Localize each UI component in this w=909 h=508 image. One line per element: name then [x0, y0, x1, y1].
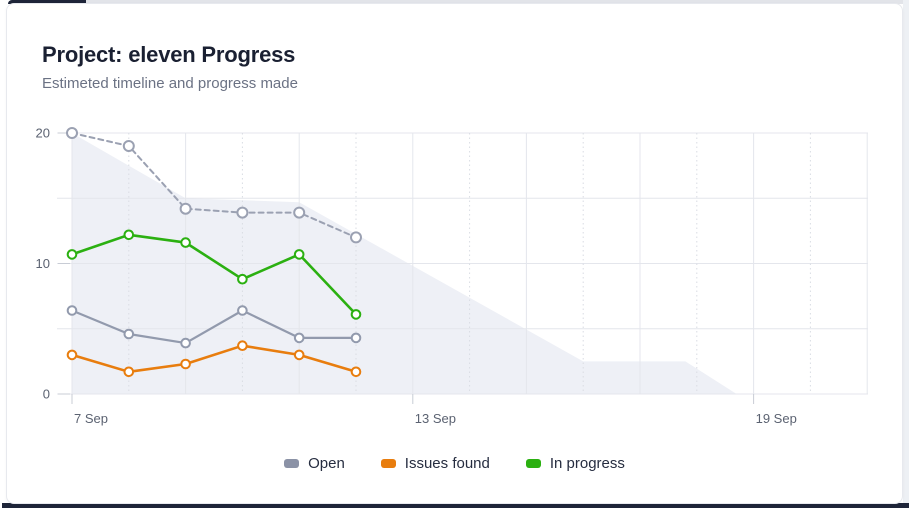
data-point-issues-found-0[interactable] — [66, 349, 78, 361]
data-point-in-progress-5[interactable] — [350, 309, 362, 320]
legend-item-in-progress[interactable]: In progress — [525, 454, 625, 472]
chart-legend: Open Issues found In progress — [0, 450, 909, 476]
page-subtitle: Estimeted timeline and progress made — [42, 75, 298, 92]
data-point-in-progress-0[interactable] — [66, 249, 78, 260]
data-point-in-progress-2[interactable] — [180, 237, 191, 248]
series-line-estimate — [71, 132, 357, 239]
data-point-issues-found-5[interactable] — [350, 366, 362, 378]
data-point-open-2[interactable] — [180, 337, 191, 349]
right-edge-strip — [903, 0, 909, 508]
y-axis-label: 0 — [43, 387, 50, 402]
data-point-open-3[interactable] — [237, 305, 248, 316]
legend-item-open[interactable]: Open — [284, 455, 345, 472]
series-line-issues-found — [70, 344, 358, 374]
legend-label: Open — [308, 454, 345, 472]
page-title: Project: eleven Progress — [42, 42, 296, 67]
data-point-in-progress-1[interactable] — [123, 229, 135, 241]
data-point-open-1[interactable] — [123, 328, 135, 340]
top-edge-light-strip — [86, 0, 903, 4]
data-point-in-progress-4[interactable] — [293, 249, 305, 260]
series-line-open — [70, 309, 358, 345]
data-point-in-progress-3[interactable] — [237, 273, 248, 285]
data-point-estimate-4[interactable] — [293, 206, 306, 219]
legend-swatch-icon — [525, 458, 541, 468]
series-line-in-progress — [70, 233, 358, 316]
data-point-issues-found-4[interactable] — [293, 349, 305, 361]
data-point-open-4[interactable] — [293, 332, 305, 344]
legend-item-issues-found[interactable]: Issues found — [380, 454, 490, 472]
y-axis-label: 20 — [36, 126, 50, 141]
data-point-open-0[interactable] — [66, 305, 78, 316]
data-point-estimate-3[interactable] — [236, 206, 249, 219]
data-point-issues-found-1[interactable] — [123, 366, 135, 378]
legend-label: Issues found — [404, 454, 490, 472]
legend-label: In progress — [549, 454, 625, 472]
data-point-estimate-2[interactable] — [179, 202, 192, 215]
x-axis-label: 7 Sep — [74, 411, 108, 426]
legend-swatch-icon — [380, 458, 396, 468]
x-axis-label: 13 Sep — [415, 411, 456, 426]
top-edge-dark-strip — [8, 0, 86, 4]
y-axis-label: 10 — [36, 256, 50, 271]
data-point-estimate-1[interactable] — [122, 140, 135, 152]
bottom-edge-dark-strip — [2, 503, 909, 508]
data-point-estimate-0[interactable] — [66, 127, 78, 139]
legend-swatch-icon — [284, 458, 300, 468]
data-point-open-5[interactable] — [350, 332, 362, 344]
data-point-estimate-5[interactable] — [350, 231, 362, 244]
data-point-issues-found-3[interactable] — [237, 340, 248, 352]
data-point-issues-found-2[interactable] — [180, 358, 191, 370]
x-axis-label: 19 Sep — [756, 411, 797, 426]
